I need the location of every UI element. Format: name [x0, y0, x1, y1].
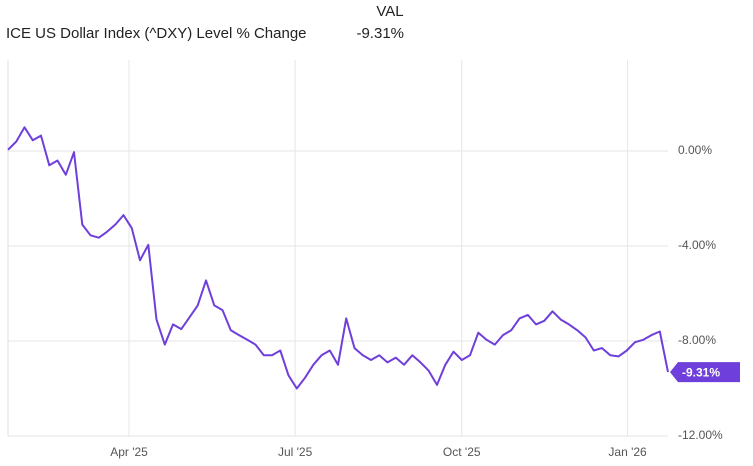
x-tick-label: Apr '25: [110, 445, 148, 459]
end-badge: [670, 362, 740, 383]
legend-header: VAL: [376, 3, 403, 20]
legend-value: -9.31%: [356, 25, 404, 42]
y-tick-label: -8.00%: [678, 333, 716, 347]
x-tick-label: Oct '25: [443, 445, 481, 459]
x-tick-label: Jan '26: [608, 445, 647, 459]
legend-name: ICE US Dollar Index (^DXY) Level % Chang…: [6, 25, 307, 42]
y-tick-label: 0.00%: [678, 143, 712, 157]
data-line: [7, 126, 669, 390]
y-tick-label: -4.00%: [678, 238, 716, 252]
y-tick-label: -12.00%: [678, 428, 723, 442]
end-label: -9.31%: [682, 365, 720, 379]
x-tick-label: Jul '25: [278, 445, 313, 459]
